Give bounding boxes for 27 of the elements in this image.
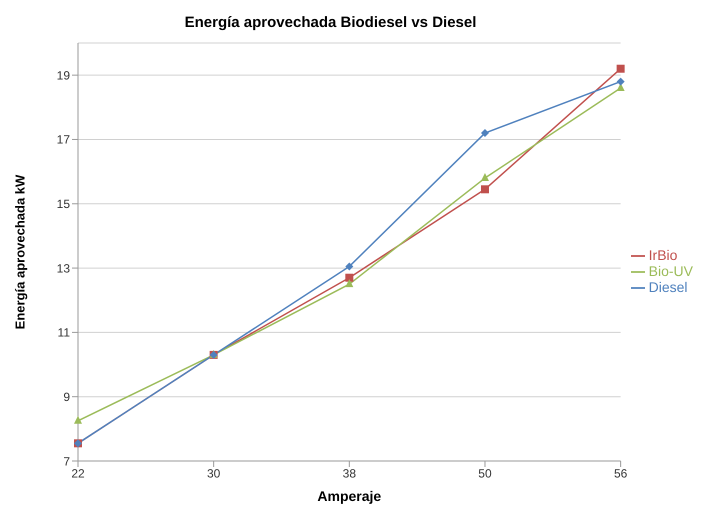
y-tick-label: 19: [56, 68, 70, 82]
x-tick-label: 38: [342, 466, 356, 481]
y-tick-label: 15: [56, 197, 70, 212]
chart-title: Energía aprovechada Biodiesel vs Diesel: [184, 14, 478, 31]
x-tick-label: 56: [614, 466, 628, 481]
x-tick-label: 50: [478, 466, 492, 481]
point: [345, 262, 354, 270]
point: [345, 274, 354, 282]
legend-label: Diesel: [648, 279, 688, 296]
y-tick-label: 17: [56, 132, 70, 147]
x-axis-title: Amperaje: [317, 488, 382, 504]
y-tick-label: 13: [56, 261, 70, 276]
y-axis-title: Energía aprovechada kW: [12, 174, 28, 330]
point: [616, 64, 625, 73]
point: [616, 78, 625, 86]
y-tick-label: 11: [58, 326, 70, 340]
point: [345, 279, 354, 288]
legend-label: Bio-UV: [648, 262, 693, 279]
x-tick-label: 30: [206, 466, 221, 481]
y-tick-label: 7: [63, 454, 70, 468]
point: [480, 173, 489, 182]
point: [480, 185, 489, 194]
legend-label: IrBio: [648, 246, 678, 263]
point: [74, 416, 82, 424]
y-tick-label: 9: [63, 390, 70, 404]
point: [480, 129, 489, 138]
x-tick-label: 22: [71, 466, 85, 481]
